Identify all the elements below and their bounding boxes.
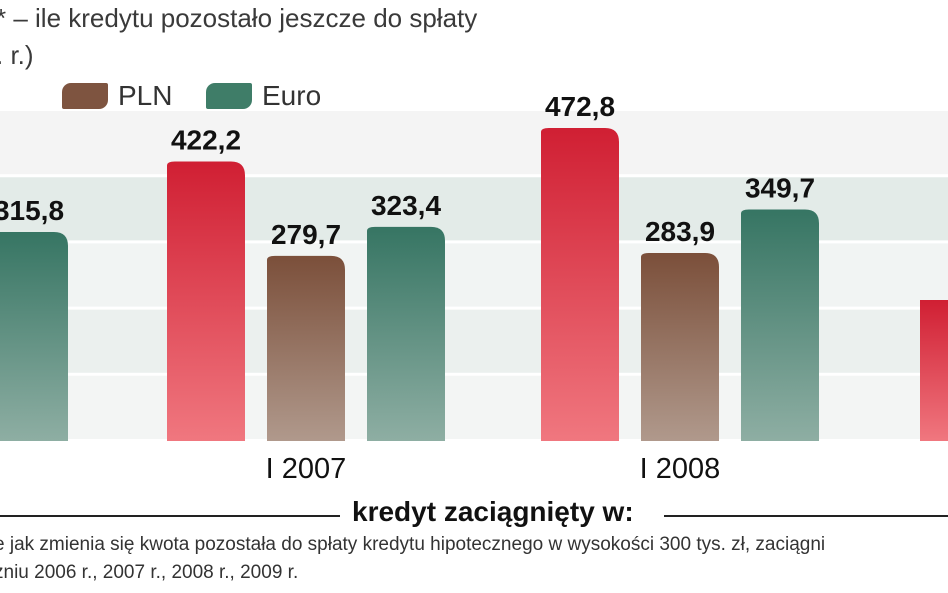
bar-euro-previous	[0, 231, 68, 441]
category-labels: I 2007 I 2008	[266, 453, 721, 485]
value-label: 422,2	[171, 125, 241, 156]
value-label: 283,9	[645, 216, 715, 247]
category-label: I 2007	[266, 453, 347, 485]
value-label: 279,7	[271, 219, 341, 250]
footnote-line-2: zniu 2006 r., 2007 r., 2008 r., 2009 r.	[0, 562, 299, 583]
bar-chf-next-cropped	[920, 300, 948, 441]
chart-title: * – ile kredytu pozostało jeszcze do spł…	[0, 3, 478, 33]
value-labels: 315,8 422,2 279,7 323,4 472,8 283,9 349,7	[0, 91, 815, 250]
axis-title-rule-left	[0, 515, 340, 517]
category-label: I 2008	[640, 453, 721, 485]
legend-swatch-euro	[206, 83, 252, 109]
bar-euro-1	[741, 209, 819, 441]
legend-item-pln: PLN	[62, 78, 172, 114]
bar-if-1	[541, 128, 619, 441]
bar-pln-1	[641, 253, 719, 441]
value-label: 323,4	[371, 190, 441, 221]
footnote-line-1: e jak zmienia się kwota pozostała do spł…	[0, 534, 826, 555]
legend-item-euro: Euro	[206, 78, 321, 114]
legend-swatch-pln	[62, 83, 108, 109]
bar-if-0	[167, 161, 245, 441]
legend-label-euro: Euro	[262, 80, 322, 111]
x-axis-title: kredyt zaciągnięty w:	[352, 496, 634, 527]
grid-band	[0, 110, 948, 175]
value-label: 472,8	[545, 91, 615, 122]
bar-chart: 315,8 422,2 279,7 323,4 472,8 283,9 349,7 I 20…	[0, 91, 948, 485]
value-label: 349,7	[745, 172, 815, 203]
value-label: 315,8	[0, 195, 64, 226]
chart-subtitle: . r.)	[0, 40, 34, 70]
bars	[0, 128, 948, 441]
bar-pln-0	[267, 255, 345, 441]
legend-label-pln: PLN	[118, 80, 173, 111]
axis-title-rule-right	[664, 515, 948, 517]
bar-euro-0	[367, 226, 445, 441]
